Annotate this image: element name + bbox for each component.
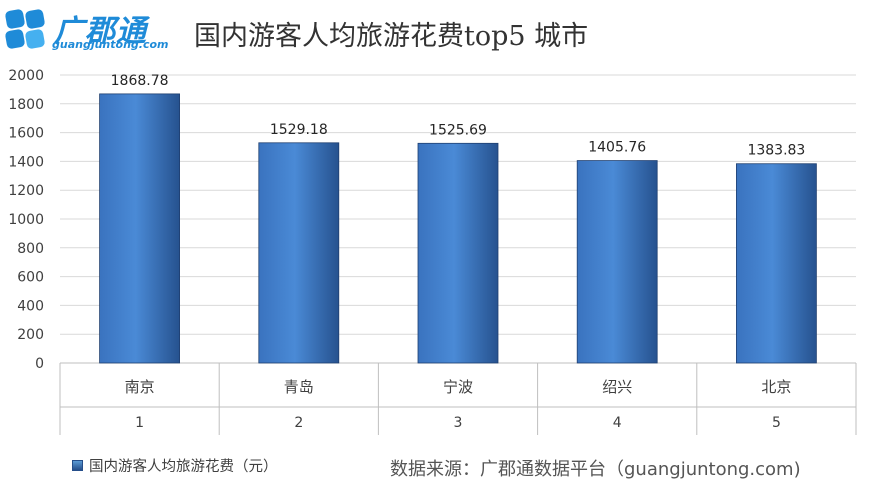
y-tick-label: 0	[35, 356, 44, 372]
y-tick-label: 600	[17, 270, 44, 286]
y-tick-label: 1000	[8, 212, 44, 228]
x-category-label: 北京	[761, 378, 791, 396]
data-label: 1405.76	[588, 140, 646, 156]
data-label: 1383.83	[747, 143, 805, 159]
x-rank-label: 1	[135, 415, 144, 431]
x-category-label: 青岛	[284, 378, 314, 396]
data-source-note: 数据来源：广郡通数据平台（guangjuntong.com)	[390, 459, 801, 480]
y-tick-label: 800	[17, 241, 44, 257]
x-category-label: 宁波	[443, 378, 473, 396]
bar	[417, 142, 499, 364]
legend-label: 国内游客人均旅游花费（元）	[89, 459, 278, 475]
logo-url: guangjuntong.com	[52, 38, 169, 51]
x-rank-label: 2	[294, 415, 303, 431]
y-tick-label: 1400	[8, 154, 44, 170]
y-tick-label: 1800	[8, 97, 44, 113]
brand-logo: 广郡通 guangjuntong.com	[4, 6, 186, 54]
y-tick-label: 2000	[8, 68, 44, 84]
data-label: 1525.69	[429, 122, 487, 138]
x-rank-label: 3	[454, 415, 463, 431]
y-tick-label: 1200	[8, 183, 44, 199]
logo-text: 广郡通	[54, 14, 147, 49]
data-label: 1529.18	[270, 122, 328, 138]
bar	[99, 93, 180, 364]
chart-title: 国内游客人均旅游花费top5 城市	[194, 21, 589, 52]
x-category-label: 南京	[125, 378, 155, 396]
bar	[258, 142, 340, 364]
y-tick-label: 200	[17, 327, 44, 343]
y-tick-label: 1600	[8, 126, 44, 142]
x-rank-label: 4	[613, 415, 622, 431]
data-label: 1868.78	[111, 73, 169, 89]
logo-mark-icon	[5, 9, 45, 49]
y-tick-label: 400	[17, 298, 44, 314]
x-rank-label: 5	[772, 415, 781, 431]
x-category-label: 绍兴	[602, 378, 632, 396]
chart-legend: 国内游客人均旅游花费（元）	[72, 455, 278, 476]
bar	[576, 160, 658, 364]
bar	[736, 163, 817, 364]
legend-swatch	[72, 460, 83, 471]
